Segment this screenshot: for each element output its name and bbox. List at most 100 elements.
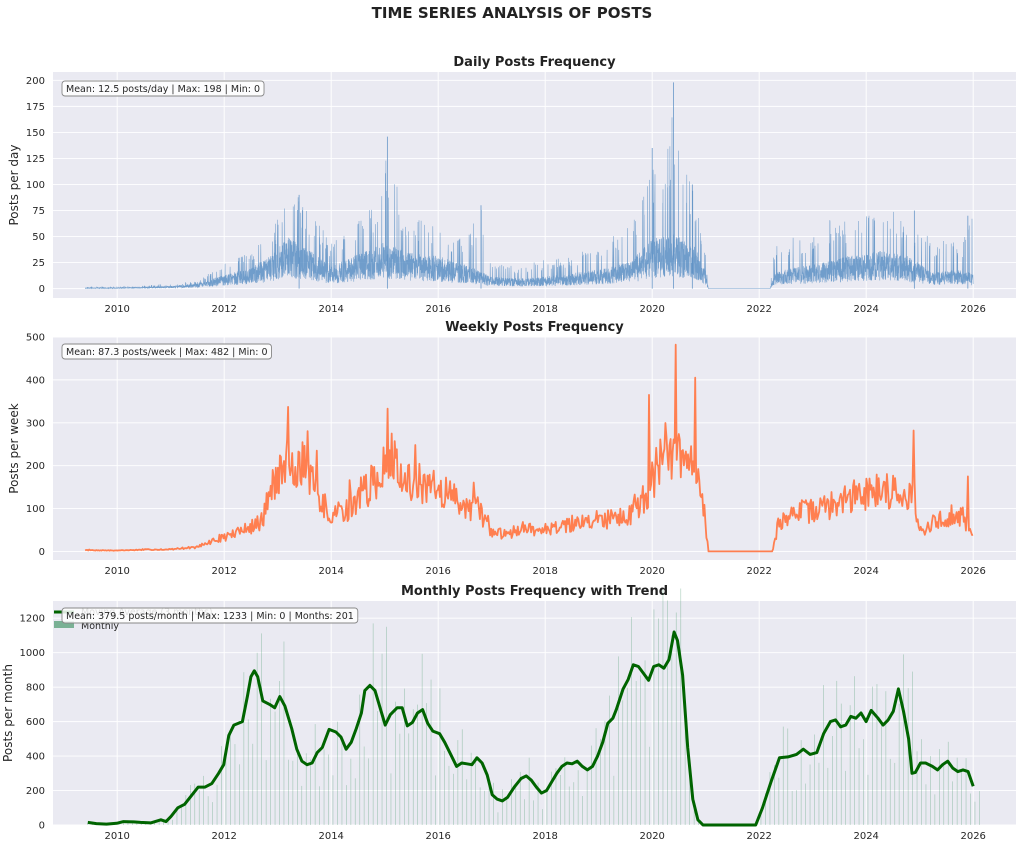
monthly-bar xyxy=(595,728,597,825)
monthly-bar xyxy=(863,739,864,825)
y-tick-label: 400 xyxy=(26,752,45,763)
monthly-bar xyxy=(586,768,588,825)
monthly-bar xyxy=(809,764,811,825)
monthly-bar xyxy=(693,806,695,825)
monthly-bar xyxy=(457,740,459,825)
monthly-posts-chart: 0 200 400 600 800 1000 1200 2010 2012 2014 2016 201… xyxy=(1,584,1016,842)
monthly-bar xyxy=(791,791,793,825)
monthly-bar xyxy=(158,821,160,825)
monthly-bar xyxy=(649,746,650,825)
monthly-bar xyxy=(675,612,677,825)
monthly-bar xyxy=(934,794,936,825)
monthly-bar xyxy=(479,787,481,825)
monthly-bar xyxy=(836,680,838,825)
monthly-bar xyxy=(778,777,780,825)
legend-label-monthly: Monthly xyxy=(81,621,119,632)
monthly-bar xyxy=(430,679,432,825)
figure-title: TIME SERIES ANALYSIS OF POSTS xyxy=(372,4,653,22)
monthly-bar xyxy=(537,782,539,825)
y-axis-label: Posts per day xyxy=(7,145,21,226)
monthly-bar xyxy=(470,752,472,825)
y-tick-label: 0 xyxy=(39,284,45,295)
monthly-bar xyxy=(881,724,882,825)
stats-box: Mean: 12.5 posts/day | Max: 198 | Min: 0 xyxy=(61,80,265,97)
monthly-bar xyxy=(943,762,945,825)
monthly-bar xyxy=(154,822,155,825)
monthly-bar xyxy=(849,705,851,825)
monthly-bar xyxy=(87,823,89,825)
monthly-bar xyxy=(132,822,133,825)
monthly-bar xyxy=(475,756,476,825)
y-tick-label: 200 xyxy=(26,461,45,472)
monthly-bar xyxy=(239,764,240,825)
monthly-bar xyxy=(925,784,927,825)
monthly-bar xyxy=(310,759,311,825)
monthly-bar xyxy=(421,653,423,825)
monthly-bar xyxy=(930,756,931,825)
monthly-bar xyxy=(564,757,566,825)
monthly-bar xyxy=(319,786,320,825)
monthly-bar xyxy=(395,701,396,825)
monthly-bar xyxy=(390,773,392,825)
plot-area xyxy=(53,337,1016,560)
y-tick-label: 175 xyxy=(26,102,45,113)
monthly-bar xyxy=(466,779,468,825)
monthly-bar xyxy=(872,686,873,825)
x-tick-label: 2020 xyxy=(639,831,664,842)
monthly-bar xyxy=(568,786,570,825)
monthly-bar xyxy=(493,782,494,825)
weekly-posts-chart: 0 100 200 300 400 500 2010 2012 2014 2016 2018 2020… xyxy=(7,320,1016,577)
y-tick-label: 100 xyxy=(26,180,45,191)
x-tick-label: 2016 xyxy=(425,304,450,315)
x-tick-label: 2010 xyxy=(104,304,129,315)
stats-box-frame xyxy=(61,80,265,97)
monthly-bar xyxy=(252,743,254,825)
monthly-bar xyxy=(314,724,316,825)
monthly-bar xyxy=(827,767,829,825)
x-tick-label: 2016 xyxy=(425,831,450,842)
monthly-bar xyxy=(582,796,583,825)
monthly-bar xyxy=(207,796,209,825)
monthly-bar xyxy=(613,775,615,825)
x-tick-label: 2010 xyxy=(104,566,129,577)
monthly-bar xyxy=(283,641,285,825)
monthly-bar xyxy=(631,617,632,825)
x-tick-label: 2024 xyxy=(853,566,878,577)
monthly-bar xyxy=(381,653,383,825)
y-tick-label: 200 xyxy=(26,786,45,797)
monthly-bar xyxy=(912,671,913,825)
monthly-bar xyxy=(560,775,561,825)
monthly-bar xyxy=(279,681,280,825)
monthly-bar xyxy=(292,760,294,825)
y-tick-label: 150 xyxy=(26,128,45,139)
monthly-bar xyxy=(947,741,949,825)
x-tick-label: 2026 xyxy=(960,831,985,842)
monthly-bar xyxy=(524,799,525,825)
monthly-bar xyxy=(774,765,775,825)
monthly-bar xyxy=(885,691,887,825)
monthly-bar xyxy=(337,721,338,825)
monthly-bar xyxy=(533,800,534,825)
monthly-bar xyxy=(979,791,980,825)
monthly-bar xyxy=(328,754,329,825)
stats-text: Mean: 87.3 posts/week | Max: 482 | Min: … xyxy=(66,347,268,358)
monthly-bar xyxy=(354,778,356,825)
monthly-bar xyxy=(640,675,641,825)
monthly-bar xyxy=(377,711,378,825)
monthly-bar xyxy=(341,742,343,825)
monthly-bar xyxy=(876,684,878,825)
monthly-bar xyxy=(898,703,900,825)
monthly-bar xyxy=(234,744,236,825)
monthly-bar xyxy=(974,801,976,825)
monthly-bar xyxy=(484,790,485,825)
x-tick-label: 2012 xyxy=(211,304,236,315)
y-tick-label: 75 xyxy=(32,206,45,217)
monthly-bar xyxy=(823,685,824,825)
monthly-bar xyxy=(225,744,227,825)
monthly-bar xyxy=(814,734,815,825)
monthly-bar xyxy=(243,672,245,825)
x-tick-label: 2020 xyxy=(639,566,664,577)
monthly-bar xyxy=(889,758,891,825)
monthly-bar xyxy=(796,790,797,825)
monthly-bar xyxy=(956,757,958,825)
